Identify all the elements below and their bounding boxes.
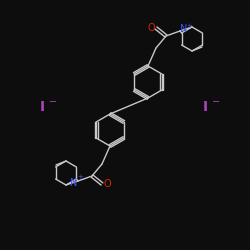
- Text: N: N: [70, 178, 78, 188]
- Text: O: O: [147, 23, 155, 33]
- Text: −: −: [212, 97, 220, 107]
- Text: O: O: [103, 179, 111, 189]
- Text: N: N: [180, 24, 188, 34]
- Text: I: I: [40, 100, 44, 114]
- Text: +: +: [77, 174, 83, 180]
- Text: −: −: [49, 97, 57, 107]
- Text: I: I: [202, 100, 207, 114]
- Text: +: +: [186, 23, 192, 29]
